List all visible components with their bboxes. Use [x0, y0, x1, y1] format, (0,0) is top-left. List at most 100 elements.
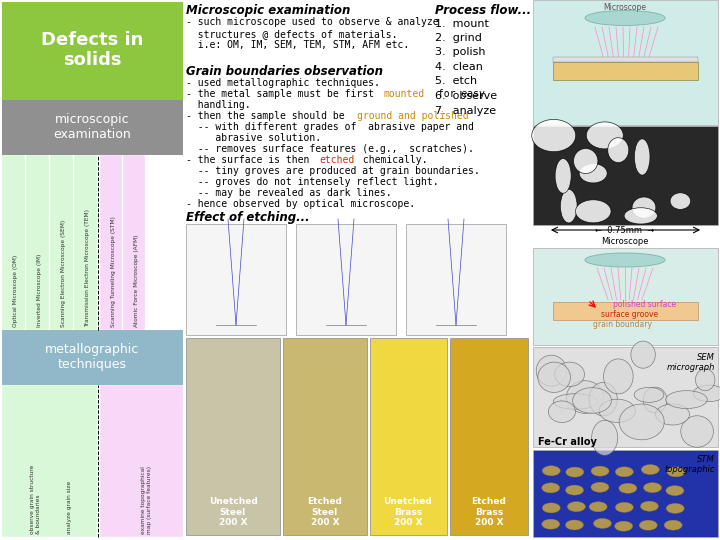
Bar	[370, 338, 447, 535]
Text: 1.  mount: 1. mount	[435, 19, 489, 29]
Ellipse shape	[619, 483, 637, 494]
Ellipse shape	[644, 483, 662, 492]
Text: SEM
micrograph: SEM micrograph	[667, 353, 715, 373]
Text: - the metal sample must be first: - the metal sample must be first	[186, 89, 380, 99]
Ellipse shape	[631, 341, 655, 368]
Ellipse shape	[615, 521, 633, 531]
Bar	[123, 155, 145, 330]
Bar	[186, 224, 286, 335]
Ellipse shape	[634, 387, 664, 402]
Text: Etched
Steel
200 X: Etched Steel 200 X	[307, 497, 343, 527]
Bar	[2, 330, 183, 385]
Text: - hence observed by optical microscope.: - hence observed by optical microscope.	[186, 199, 415, 209]
Ellipse shape	[566, 467, 584, 477]
Text: Fe-Cr alloy: Fe-Cr alloy	[538, 437, 597, 447]
Text: - such microscope used to observe & analyze
  structures @ defects of materials.: - such microscope used to observe & anal…	[186, 17, 438, 50]
Bar	[100, 385, 183, 537]
Ellipse shape	[542, 503, 560, 513]
Text: observe grain structure
& boundaries: observe grain structure & boundaries	[30, 464, 41, 534]
Text: Effect of etching...: Effect of etching...	[186, 211, 310, 224]
Text: handling.: handling.	[186, 100, 251, 110]
Text: 6.  observe: 6. observe	[435, 91, 497, 101]
Bar	[2, 155, 25, 330]
Ellipse shape	[574, 148, 598, 173]
Ellipse shape	[608, 138, 629, 163]
Ellipse shape	[585, 253, 665, 267]
Text: metallographic
techniques: metallographic techniques	[45, 343, 139, 371]
Bar	[533, 450, 718, 537]
Ellipse shape	[632, 197, 656, 218]
Text: ←  0.75mm  →: ← 0.75mm →	[595, 226, 654, 235]
Text: Atomic Force Microscope (AFM): Atomic Force Microscope (AFM)	[134, 234, 139, 327]
Ellipse shape	[666, 390, 707, 409]
Ellipse shape	[592, 420, 618, 455]
Text: 4.  clean: 4. clean	[435, 62, 483, 72]
Bar	[533, 0, 718, 125]
Ellipse shape	[666, 485, 684, 496]
Ellipse shape	[591, 466, 609, 476]
Ellipse shape	[567, 502, 585, 511]
Bar	[2, 2, 183, 100]
Ellipse shape	[643, 387, 667, 413]
Text: surface groove: surface groove	[601, 310, 658, 319]
Ellipse shape	[640, 501, 658, 511]
Ellipse shape	[603, 359, 633, 394]
Ellipse shape	[589, 502, 607, 512]
Bar	[283, 338, 367, 535]
Text: mounted: mounted	[383, 89, 424, 99]
Ellipse shape	[593, 518, 611, 529]
Bar	[406, 224, 506, 335]
Ellipse shape	[541, 519, 559, 529]
Ellipse shape	[536, 355, 567, 386]
Ellipse shape	[572, 388, 611, 413]
Text: Transmission Electron Microscope (TEM): Transmission Electron Microscope (TEM)	[86, 209, 91, 327]
Text: etched: etched	[319, 155, 354, 165]
Bar	[100, 155, 122, 330]
Text: ground and polished: ground and polished	[357, 111, 469, 121]
Text: -- tiny groves are produced at grain boundaries.: -- tiny groves are produced at grain bou…	[186, 166, 480, 176]
Ellipse shape	[579, 164, 607, 183]
Bar	[296, 224, 396, 335]
Ellipse shape	[565, 520, 583, 530]
Ellipse shape	[681, 416, 714, 447]
Ellipse shape	[567, 381, 603, 413]
Bar	[2, 385, 97, 537]
Ellipse shape	[553, 394, 598, 409]
Ellipse shape	[554, 362, 585, 387]
Ellipse shape	[624, 208, 657, 224]
Ellipse shape	[586, 122, 624, 149]
Ellipse shape	[591, 482, 609, 492]
Text: analyze grain size: analyze grain size	[67, 481, 72, 534]
Bar	[450, 338, 528, 535]
Text: grain boundary: grain boundary	[593, 320, 652, 329]
Text: Unetched
Brass
200 X: Unetched Brass 200 X	[384, 497, 433, 527]
Text: - used metallographic techniques.: - used metallographic techniques.	[186, 78, 380, 88]
Text: Scanning Electron Microscope (SEM): Scanning Electron Microscope (SEM)	[61, 220, 66, 327]
Bar	[553, 62, 698, 80]
Text: Etched
Brass
200 X: Etched Brass 200 X	[472, 497, 506, 527]
Text: Inverted Microscope (IM): Inverted Microscope (IM)	[37, 254, 42, 327]
Text: 5.  etch: 5. etch	[435, 76, 477, 86]
Text: Optical Microscope (OM): Optical Microscope (OM)	[14, 255, 19, 327]
Text: for easy: for easy	[432, 89, 485, 99]
Text: Process flow...: Process flow...	[435, 4, 531, 17]
Ellipse shape	[664, 520, 682, 530]
Bar	[533, 347, 718, 447]
Ellipse shape	[599, 399, 636, 422]
Text: - the surface is then: - the surface is then	[186, 155, 315, 165]
Text: Microscope: Microscope	[601, 237, 649, 246]
Ellipse shape	[696, 369, 715, 391]
Bar	[186, 338, 280, 535]
Ellipse shape	[616, 502, 634, 512]
Bar	[74, 155, 97, 330]
Text: STM
topographic: STM topographic	[665, 455, 715, 475]
Ellipse shape	[667, 467, 685, 477]
Text: Grain boundaries observation: Grain boundaries observation	[186, 65, 383, 78]
Text: polished surface: polished surface	[613, 300, 676, 309]
Text: 2.  grind: 2. grind	[435, 33, 482, 43]
Text: abrasive solution.: abrasive solution.	[186, 133, 321, 143]
Bar	[533, 248, 718, 345]
Ellipse shape	[549, 401, 575, 422]
Text: chemically.: chemically.	[357, 155, 428, 165]
Text: Scanning Tunneling Microscope (STM): Scanning Tunneling Microscope (STM)	[111, 216, 116, 327]
